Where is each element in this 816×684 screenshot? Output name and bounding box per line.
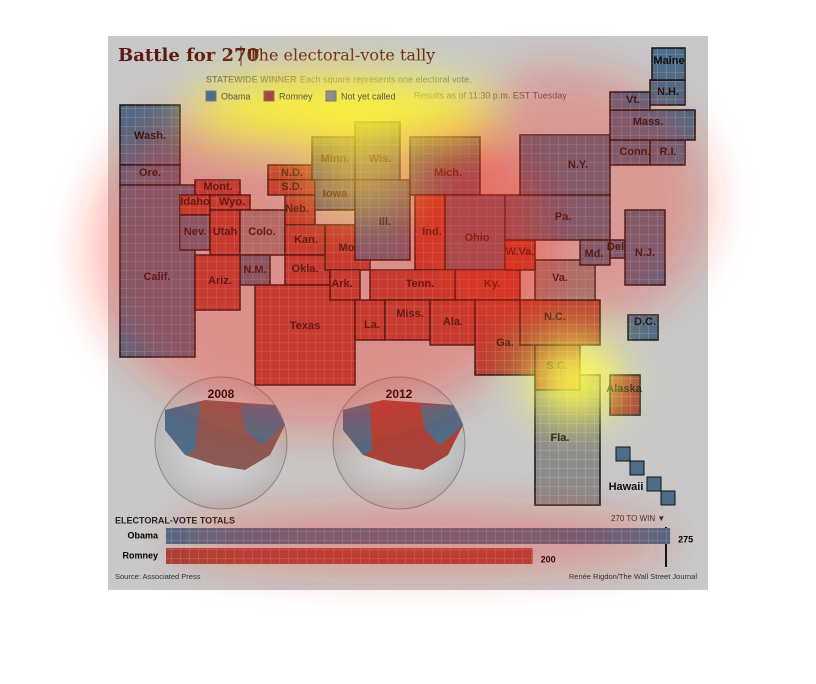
tile — [615, 446, 631, 462]
state-label: Pa. — [555, 211, 572, 223]
state-grid — [520, 135, 610, 195]
state-grid — [385, 300, 430, 340]
tile — [660, 490, 676, 506]
state-label: Calif. — [144, 271, 171, 283]
state-label: Ore. — [139, 167, 161, 179]
state-label: Conn. — [619, 146, 650, 158]
state-label: Hawaii — [609, 481, 644, 493]
legend-label: Not yet called — [341, 91, 396, 101]
state-label: Alaska — [606, 383, 642, 395]
state-label: N.J. — [635, 247, 655, 259]
inset-label: 2012 — [386, 387, 413, 401]
state-label: Okla. — [292, 263, 319, 275]
candidate-name: Obama — [127, 530, 159, 540]
state-label: Tenn. — [406, 278, 435, 290]
state-label: Ark. — [331, 278, 352, 290]
legend-note: Each square represents one electoral vot… — [300, 74, 472, 84]
state-grid — [610, 375, 640, 415]
state-label: Nev. — [184, 226, 206, 238]
legend-swatch — [263, 90, 275, 102]
state-label: S.D. — [281, 181, 302, 193]
state-label: D.C. — [634, 316, 656, 328]
state-label: Mich. — [434, 167, 462, 179]
legend-label: Romney — [279, 91, 313, 101]
timestamp: Results as of 11:30 p.m. EST Tuesday — [414, 90, 567, 100]
state-label: Del. — [607, 241, 627, 253]
state-label: Ky. — [484, 278, 500, 290]
state-label: Texas — [290, 320, 320, 332]
state-label: Wis. — [369, 153, 392, 165]
state-label: Ala. — [443, 316, 463, 328]
source: Source: Associated Press — [115, 572, 201, 581]
state-label: Ariz. — [208, 275, 232, 287]
state-label: Ga. — [496, 337, 514, 349]
state-label: Maine — [653, 55, 684, 67]
state-label: N.C. — [544, 311, 566, 323]
state-label: Miss. — [396, 308, 424, 320]
state-grid — [355, 122, 400, 180]
legend-label: Obama — [221, 91, 251, 101]
state-label: W.Va. — [506, 246, 535, 258]
state-label: Md. — [585, 248, 604, 260]
state-label: Wyo. — [219, 196, 245, 208]
state-label: Kan. — [294, 234, 318, 246]
tile — [646, 476, 662, 492]
subtitle: The electoral-vote tally — [248, 46, 435, 65]
legend-swatch — [325, 90, 337, 102]
total-value: 200 — [541, 554, 556, 564]
hawaii-tiles — [615, 446, 676, 506]
total-bar-grid — [166, 528, 671, 544]
state-label: Neb. — [285, 203, 309, 215]
state-label: S.C. — [546, 360, 567, 372]
inset-label: 2008 — [208, 387, 235, 401]
state-label: Ind. — [422, 226, 442, 238]
credit: Renée Rigdon/The Wall Street Journal — [569, 572, 697, 581]
state-label: La. — [364, 319, 380, 331]
state-label: N.Y. — [568, 159, 588, 171]
state-label: N.H. — [657, 86, 679, 98]
state-label: Idaho — [180, 196, 210, 208]
state-label: Minn. — [321, 153, 350, 165]
tile — [629, 460, 645, 476]
legend-heading: STATEWIDE WINNER — [206, 74, 297, 84]
state-label: N.M. — [243, 264, 266, 276]
state-label: Ohio — [464, 232, 489, 244]
state-label: Colo. — [248, 226, 276, 238]
state-label: Mass. — [633, 116, 664, 128]
state-label: R.I. — [659, 146, 676, 158]
candidate-name: Romney — [122, 550, 158, 560]
total-value: 275 — [678, 534, 693, 544]
state-label: Utah — [213, 226, 238, 238]
state-label: Ill. — [379, 216, 391, 228]
state-label: Wash. — [134, 130, 166, 142]
state-label: Va. — [552, 272, 568, 284]
legend-swatch — [205, 90, 217, 102]
state-label: N.D. — [281, 167, 303, 179]
state-label: Vt. — [626, 94, 640, 106]
state-label: Iowa — [323, 188, 348, 200]
win-label: 270 TO WIN ▼ — [611, 514, 665, 523]
state-label: Fla. — [551, 432, 570, 444]
total-bar-grid — [166, 548, 533, 564]
totals-heading: ELECTORAL-VOTE TOTALS — [115, 515, 235, 525]
state-label: Mont. — [203, 181, 232, 193]
title: Battle for 270 — [118, 45, 259, 66]
